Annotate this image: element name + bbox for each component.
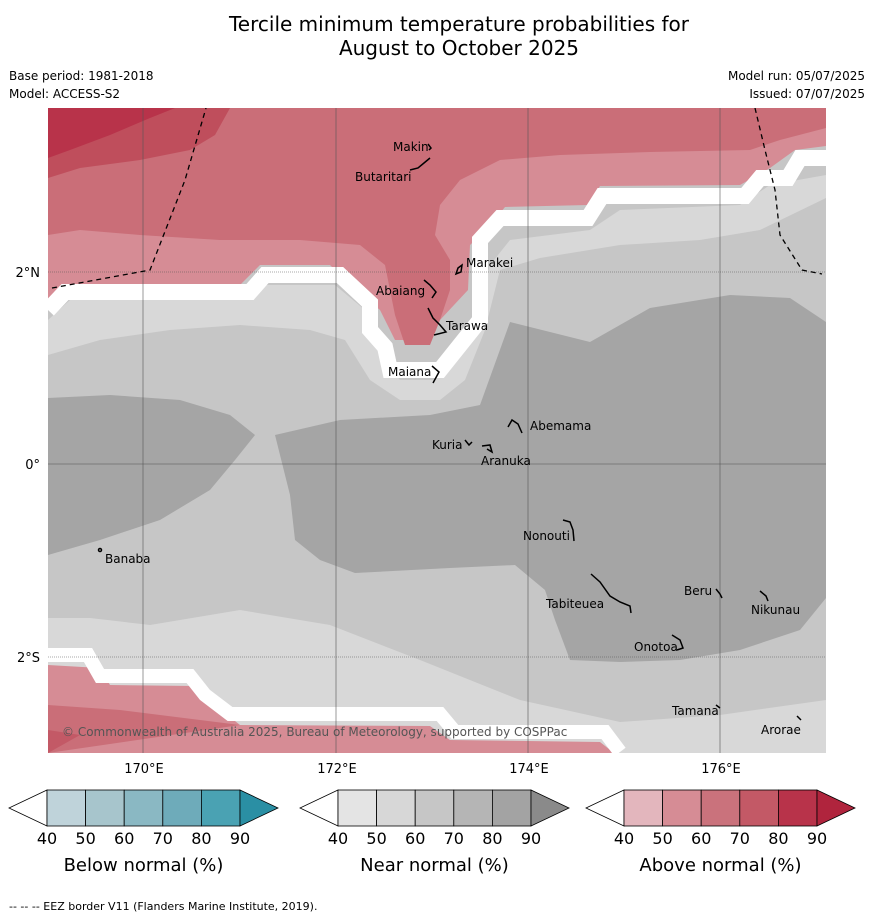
colorbar-under-triangle [299,789,339,827]
colorbar-tick-label: 60 [114,829,134,848]
colorbar-tick-label: 80 [768,829,788,848]
colorbar-tick-label: 90 [521,829,541,848]
model-name: Model: ACCESS-S2 [9,87,121,101]
colorbar-title: Above normal (%) [639,855,801,876]
colorbar-1: 40 50 60 70 80 90 Near normal (%) [299,789,570,876]
near-normal-40-north [48,175,826,400]
colorbar-tick-label: 50 [366,829,386,848]
place-label-tarawa: Tarawa [445,319,488,333]
colorbar-tick-label: 70 [730,829,750,848]
place-label-banaba: Banaba [105,552,151,566]
place-label-maiana: Maiana [388,365,431,379]
base-period: Base period: 1981-2018 [9,69,154,83]
model-run: Model run: 05/07/2025 [727,69,865,83]
colorbar-segment [453,789,493,827]
near-normal-60-central [275,295,826,662]
colorbar-tick-label: 70 [153,829,173,848]
white-boundary-north [48,150,826,378]
colorbar-tick-label: 40 [614,829,634,848]
colorbar-tick-label: 90 [807,829,827,848]
colorbars: 40 50 60 70 80 90 Below normal (%) 40 50 60 70 80 90… [8,789,856,876]
above-normal-60-south [48,730,80,753]
colorbar-segment [662,789,702,827]
place-labels: Makin Butaritari Marakei Abaiang Tarawa … [105,140,801,737]
footer-note: -- -- -- EEZ border V11 (Flanders Marine… [9,900,318,913]
colorbar-segment [700,789,741,827]
colorbar-tick-label: 80 [191,829,211,848]
axis-labels: 170°E 172°E 174°E 176°E 2°N 0° 2°S [16,266,741,777]
colorbar-tick-label: 40 [37,829,57,848]
colorbar-under-triangle [8,789,48,827]
place-label-abaiang: Abaiang [376,284,425,298]
above-normal-50-north [48,108,826,345]
above-normal-50-south [48,705,240,753]
colorbar-segment [162,789,202,827]
place-label-aranuka: Aranuka [481,454,531,468]
lat-label-2n: 2°N [16,266,41,281]
colorbar-segment [414,789,455,827]
lon-label-172: 172°E [317,762,357,777]
lon-label-174: 174°E [509,762,549,777]
title-line-1: Tercile minimum temperature probabilitie… [228,12,690,36]
colorbar-tick-label: 40 [328,829,348,848]
place-label-abemama: Abemama [530,419,591,433]
colorbar-2: 40 50 60 70 80 90 Above normal (%) [585,789,856,876]
place-label-tamana: Tamana [671,704,719,718]
place-label-nonouti: Nonouti [523,529,570,543]
map-area [48,108,826,753]
colorbar-segment [376,789,416,827]
colorbar-title: Near normal (%) [360,855,509,876]
eez-border [51,108,823,289]
title-line-2: August to October 2025 [338,36,580,60]
place-label-tabiteuea: Tabiteuea [545,597,604,611]
colorbar-segment [337,789,377,827]
colorbar-segment [123,789,164,827]
colorbar-segment [623,789,663,827]
colorbar-tick-label: 50 [652,829,672,848]
copyright-text: © Commonwealth of Australia 2025, Bureau… [62,725,567,739]
colorbar-segment [46,789,86,827]
meta-left: Base period: 1981-2018 Model: ACCESS-S2 [9,67,154,103]
place-label-makin: Makin [393,140,429,154]
lon-label-176: 176°E [701,762,741,777]
colorbar-segment [491,789,532,827]
issued-date: Issued: 07/07/2025 [749,87,865,101]
lat-label-2s: 2°S [17,651,40,666]
place-label-arorae: Arorae [761,723,801,737]
colorbar-tick-label: 60 [691,829,711,848]
place-label-onotoa: Onotoa [634,640,678,654]
colorbar-under-triangle [585,789,625,827]
place-label-marakei: Marakei [466,256,513,270]
place-label-nikunau: Nikunau [751,603,800,617]
colorbar-tick-label: 80 [482,829,502,848]
place-label-butaritari: Butaritari [355,170,412,184]
place-label-beru: Beru [684,584,712,598]
colorbar-tick-label: 50 [75,829,95,848]
near-normal-60-west [48,395,255,555]
colorbar-segment [85,789,125,827]
map-title: Tercile minimum temperature probabilitie… [0,12,873,60]
colorbar-over-triangle [239,789,279,827]
colorbar-over-triangle [816,789,856,827]
white-boundary-south [48,648,626,753]
grid [48,108,826,753]
colorbar-tick-label: 70 [444,829,464,848]
colorbar-segment [739,789,779,827]
lat-label-0: 0° [25,458,40,473]
islands [97,143,802,721]
place-label-kuria: Kuria [432,438,463,452]
colorbar-0: 40 50 60 70 80 90 Below normal (%) [8,789,279,876]
colorbar-title: Below normal (%) [64,855,224,876]
colorbar-tick-label: 60 [405,829,425,848]
colorbar-segment [778,789,818,827]
meta-right: Model run: 05/07/2025 Issued: 07/07/2025 [728,67,865,103]
lon-label-170: 170°E [124,762,164,777]
colorbar-tick-label: 90 [230,829,250,848]
colorbar-segment [200,789,241,827]
colorbar-over-triangle [530,789,570,827]
